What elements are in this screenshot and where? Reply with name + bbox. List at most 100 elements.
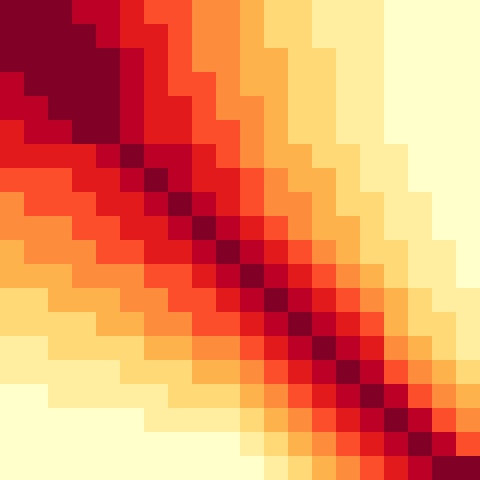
heatmap-cell — [0, 264, 25, 289]
heatmap-cell — [264, 168, 289, 193]
heatmap-cell — [312, 216, 337, 241]
heatmap-cell — [144, 72, 169, 97]
heatmap-cell — [48, 312, 73, 337]
heatmap-cell — [384, 96, 409, 121]
heatmap-cell — [96, 384, 121, 409]
heatmap-cell — [408, 96, 433, 121]
heatmap-cell — [96, 120, 121, 145]
heatmap-cell — [216, 312, 241, 337]
heatmap-cell — [24, 312, 49, 337]
heatmap-cell — [168, 120, 193, 145]
heatmap-cell — [168, 144, 193, 169]
heatmap-cell — [24, 288, 49, 313]
heatmap-cell — [264, 0, 289, 25]
heatmap-cell — [240, 192, 265, 217]
heatmap-cell — [0, 408, 25, 433]
heatmap-cell — [432, 216, 457, 241]
heatmap-cell — [96, 240, 121, 265]
heatmap-cell — [408, 240, 433, 265]
heatmap-cell — [336, 192, 361, 217]
heatmap-cell — [336, 216, 361, 241]
heatmap-cell — [216, 144, 241, 169]
heatmap-cell — [96, 48, 121, 73]
heatmap-cell — [408, 288, 433, 313]
heatmap-cell — [48, 24, 73, 49]
heatmap-cell — [288, 240, 313, 265]
heatmap-cell — [384, 264, 409, 289]
heatmap-cell — [216, 216, 241, 241]
heatmap-cell — [408, 336, 433, 361]
heatmap-cell — [384, 408, 409, 433]
heatmap-cell — [24, 0, 49, 25]
heatmap-cell — [288, 120, 313, 145]
heatmap-cell — [168, 48, 193, 73]
heatmap-cell — [264, 264, 289, 289]
heatmap-cell — [288, 48, 313, 73]
heatmap-cell — [144, 408, 169, 433]
heatmap-cell — [408, 264, 433, 289]
heatmap-cell — [168, 192, 193, 217]
heatmap-cell — [72, 456, 97, 480]
heatmap-cell — [456, 96, 480, 121]
heatmap-cell — [264, 456, 289, 480]
heatmap-cell — [456, 0, 480, 25]
heatmap-cell — [360, 384, 385, 409]
heatmap-cell — [120, 336, 145, 361]
heatmap-cell — [120, 120, 145, 145]
heatmap-cell — [48, 96, 73, 121]
heatmap-cell — [264, 336, 289, 361]
heatmap-cell — [192, 168, 217, 193]
heatmap-cell — [0, 168, 25, 193]
heatmap-cell — [408, 384, 433, 409]
heatmap-cell — [96, 24, 121, 49]
heatmap-cell — [312, 336, 337, 361]
heatmap-cell — [192, 336, 217, 361]
heatmap-cell — [144, 432, 169, 457]
heatmap-cell — [144, 216, 169, 241]
heatmap-cell — [336, 0, 361, 25]
heatmap-cell — [264, 360, 289, 385]
heatmap-cell — [432, 240, 457, 265]
heatmap-cell — [216, 384, 241, 409]
heatmap-cell — [408, 408, 433, 433]
heatmap-cell — [384, 240, 409, 265]
heatmap-cell — [264, 384, 289, 409]
heatmap-cell — [432, 264, 457, 289]
heatmap-cell — [264, 120, 289, 145]
heatmap-cell — [96, 72, 121, 97]
heatmap-cell — [384, 0, 409, 25]
heatmap-cell — [264, 24, 289, 49]
heatmap-cell — [24, 48, 49, 73]
heatmap-cell — [48, 216, 73, 241]
heatmap-cell — [384, 456, 409, 480]
heatmap-cell — [360, 360, 385, 385]
heatmap-cell — [120, 360, 145, 385]
heatmap-cell — [192, 192, 217, 217]
heatmap-cell — [192, 216, 217, 241]
heatmap-cell — [144, 456, 169, 480]
heatmap-cell — [240, 456, 265, 480]
heatmap-cell — [240, 336, 265, 361]
heatmap-cell — [96, 336, 121, 361]
heatmap-cell — [288, 144, 313, 169]
heatmap-cell — [336, 336, 361, 361]
heatmap-cell — [216, 432, 241, 457]
heatmap-cell — [456, 120, 480, 145]
heatmap-cell — [456, 240, 480, 265]
heatmap-cell — [432, 48, 457, 73]
heatmap-cell — [120, 24, 145, 49]
heatmap-cell — [432, 432, 457, 457]
heatmap-cell — [0, 384, 25, 409]
heatmap-cell — [216, 360, 241, 385]
heatmap-cell — [240, 168, 265, 193]
heatmap-cell — [0, 360, 25, 385]
heatmap-cell — [72, 24, 97, 49]
heatmap-cell — [192, 144, 217, 169]
heatmap-cell — [408, 192, 433, 217]
heatmap-cell — [24, 144, 49, 169]
heatmap-cell — [72, 72, 97, 97]
heatmap-cell — [360, 0, 385, 25]
heatmap-cell — [0, 120, 25, 145]
heatmap-cell — [432, 408, 457, 433]
heatmap-cell — [240, 0, 265, 25]
